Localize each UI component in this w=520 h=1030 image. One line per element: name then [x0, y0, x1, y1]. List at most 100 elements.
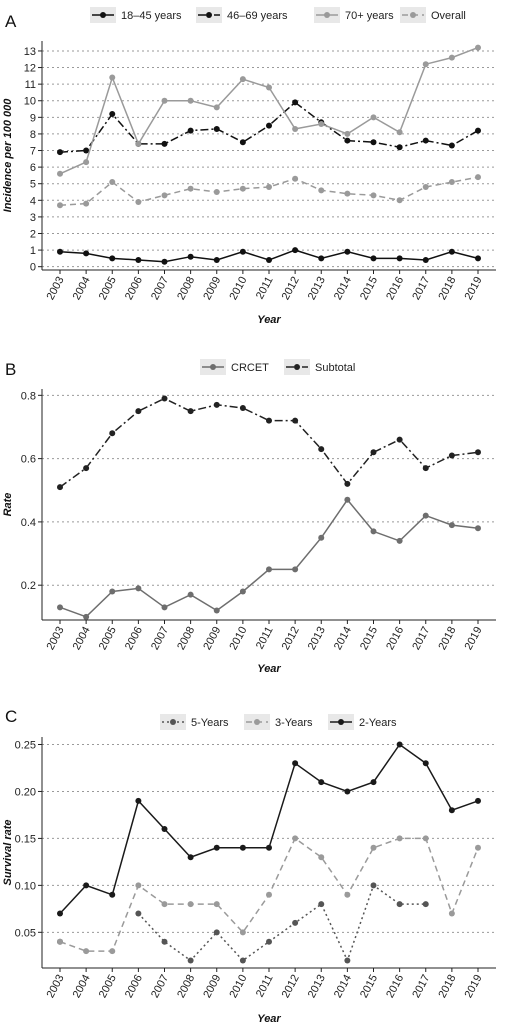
panel-a-legend-70-years-label: 70+ years [345, 10, 394, 22]
panel-a-y-tick-label: 12 [24, 63, 36, 75]
panel-a-x-tick-label: 2007 [149, 275, 171, 302]
panel-c-series-5-years-point [135, 910, 142, 917]
panel-c-series-3-years-point [135, 882, 142, 889]
panel-b-x-tick-label: 2015 [358, 625, 380, 652]
panel-c-series-2-years-point [396, 741, 403, 748]
panel-a-x-tick-label: 2017 [410, 275, 432, 302]
panel-a-legend-46-69-years-label: 46–69 years [227, 10, 288, 22]
panel-a-x-tick-label: 2016 [384, 275, 406, 302]
panel-b-series-subtotal-point [344, 480, 351, 487]
panel-a-series-overall-point [161, 192, 168, 199]
panel-a-series-overall-line [59, 176, 479, 207]
panel-c-series-5-years-point [370, 882, 377, 889]
panel-b-x-tick-label: 2019 [463, 625, 485, 652]
panel-b-x-tick-label: 2017 [410, 625, 432, 652]
panel-a-series-overall-point [370, 192, 377, 199]
panel-a-series-70-years-point [344, 130, 351, 137]
panel-a-x-tick-label: 2018 [436, 275, 458, 302]
panel-a-x-tick-label: 2011 [254, 275, 276, 302]
panel-c-letter: C [5, 707, 17, 726]
panel-a-series-70-years-point [57, 170, 63, 177]
panel-c-series-2-years-point [239, 844, 246, 851]
panel-c-x-tick-label: 2010 [227, 973, 249, 1000]
panel-c-series-2-years-point [292, 760, 299, 767]
panel-a-series-70-years-point [135, 140, 142, 147]
panel-b-series-crcet-point [57, 604, 63, 611]
panel-a-series-46-69-years-point [448, 142, 455, 149]
panel-a-series-70-years-point [266, 84, 272, 91]
panel-c-x-tick-label: 2016 [384, 973, 406, 1000]
panel-a-series-overall-point [448, 179, 455, 186]
panel-a-series-overall-point [266, 184, 272, 191]
panel-c-x-tick-label: 2003 [45, 973, 67, 1000]
panel-a-series-18-45-years-point [135, 257, 142, 264]
panel-a-legend-46-69-years-key-point [206, 12, 212, 18]
panel-b-x-tick-label: 2010 [227, 625, 249, 652]
panel-c-series-2-years-point [83, 882, 90, 889]
panel-c-y-tick-label: 0.25 [15, 740, 36, 752]
panel-a-series-18-45-years-point [292, 247, 299, 254]
panel-c-y-tick-label: 0.20 [15, 786, 36, 798]
panel-c-series-3-years-point [213, 901, 220, 908]
panel-b-series-subtotal-line [59, 397, 479, 488]
panel-b-series-subtotal-point [109, 430, 116, 437]
panel-c-series-5-years-point [213, 929, 220, 936]
panel-a-legend-overall-key-point [410, 12, 416, 18]
panel-a-series-70-years-point [396, 129, 403, 136]
panel-b-x-tick-label: 2004 [71, 625, 93, 652]
panel-a-legend-18-45-years-key-point [100, 12, 106, 18]
panel-b-x-tick-label: 2018 [436, 625, 458, 652]
panel-c-series-2-years-point [135, 797, 142, 804]
panel-a-legend-18-45-years-label: 18–45 years [121, 10, 182, 22]
panel-b-legend-subtotal-key-point [294, 364, 300, 370]
panel-c-series-3-years-point [396, 835, 403, 842]
panel-a-series-18-45-years-point [370, 255, 377, 262]
panel-c-series-2-years-point [109, 891, 116, 898]
panel-a-series-18-45-years-point [213, 257, 220, 264]
panel-c-series-5-years-point [161, 938, 168, 945]
panel-b-series-crcet-line [59, 498, 479, 618]
panel-b-x-axis-title: Year [257, 663, 281, 675]
panel-a-series-18-45-years-point [266, 257, 272, 264]
panel-a-series-70-years-point [318, 120, 325, 127]
panel-b-series-crcet-point [109, 588, 116, 595]
panel-a-legend-70-years-key-point [324, 12, 330, 18]
panel-b-series-subtotal-point [135, 408, 142, 415]
panel-b-series-crcet-point [187, 591, 194, 598]
panel-a-y-tick-label: 8 [30, 129, 36, 141]
panel-c-x-tick-label: 2017 [410, 973, 432, 1000]
panel-b-series-crcet-point [396, 537, 403, 544]
panel-b-x-tick-label: 2009 [201, 625, 223, 652]
panel-a-series-overall-point [422, 184, 429, 191]
panel-a-y-tick-label: 13 [24, 46, 36, 58]
panel-a-y-tick-label: 9 [30, 112, 36, 124]
panel-a-series-70-years-point [448, 54, 455, 61]
panel-c-series-3-years-point [292, 835, 299, 842]
panel-b-series-subtotal-point [239, 404, 246, 411]
panel-a-series-overall-point [344, 190, 351, 197]
panel-b-series-subtotal-point [266, 417, 272, 424]
panel-a-series-overall-point [292, 175, 299, 182]
panel-a-y-tick-label: 10 [24, 96, 36, 108]
panel-a-series-18-45-years-point [422, 257, 429, 264]
panel-b-series-subtotal-point [161, 395, 168, 402]
panel-a-series-overall-point [83, 200, 90, 207]
panel-b-x-tick-label: 2006 [123, 625, 145, 652]
panel-a-series-70-years-point [239, 76, 246, 83]
panel-a-series-46-69-years-point [239, 139, 246, 146]
panel-b-series-subtotal-point [396, 436, 403, 443]
panel-a-series-46-69-years-point [396, 144, 403, 151]
panel-a-series-overall-point [213, 189, 220, 196]
panel-b-series-subtotal-point [448, 452, 455, 459]
panel-b-series-crcet-point [213, 607, 220, 614]
panel-a-series-46-69-years-point [187, 127, 194, 134]
panel-a-letter: A [5, 12, 17, 31]
panel-c-series-3-years-point [187, 901, 194, 908]
panel-c-series-5-years-point [318, 901, 325, 908]
panel-b-x-tick-label: 2005 [97, 625, 119, 652]
panel-a-series-overall-point [109, 179, 116, 186]
panel-a-y-tick-label: 5 [30, 179, 36, 191]
panel-b-series-subtotal-point [370, 449, 377, 456]
